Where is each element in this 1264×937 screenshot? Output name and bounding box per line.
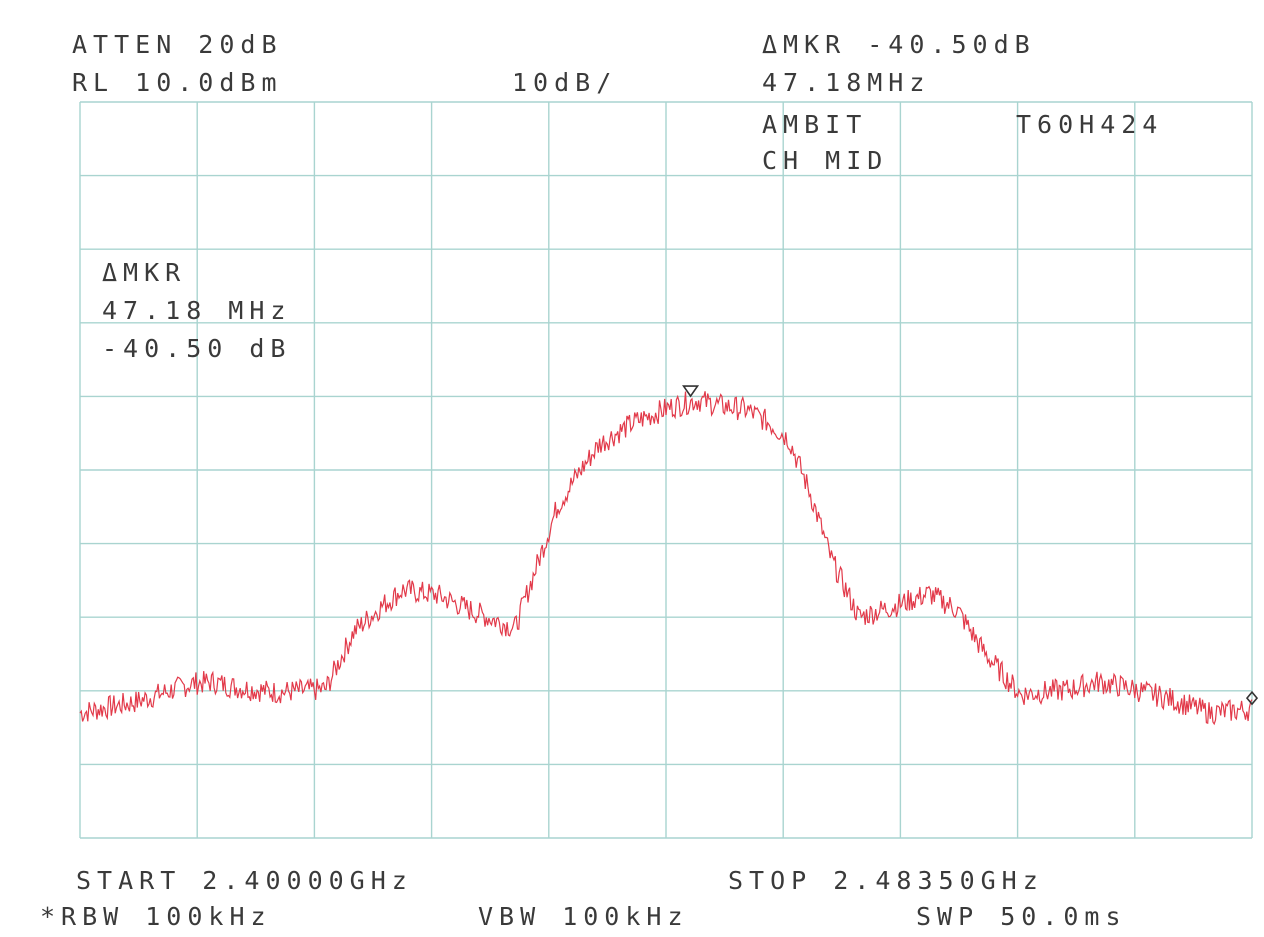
marker-box-freq: 47.18 MHz	[102, 296, 292, 325]
rbw-label: *RBW 100kHz	[40, 902, 272, 931]
reference-marker	[682, 385, 700, 398]
vbw-label: VBW 100kHz	[478, 902, 689, 931]
channel-label: CH MID	[762, 146, 889, 175]
stop-freq: STOP 2.48350GHz	[728, 866, 1044, 895]
model-label: T60H424	[1016, 110, 1164, 139]
start-freq: START 2.40000GHz	[76, 866, 413, 895]
scale-label: 10dB/	[512, 68, 618, 97]
markers	[682, 385, 1259, 706]
grid	[79, 101, 1253, 839]
device-label: AMBIT	[762, 110, 868, 139]
delta-marker-level: ΔMKR -40.50dB	[762, 30, 1036, 59]
marker-box-title: ΔMKR	[102, 258, 187, 287]
delta-marker	[1245, 690, 1259, 706]
trace	[79, 391, 1253, 726]
sweep-label: SWP 50.0ms	[916, 902, 1127, 931]
delta-marker-freq: 47.18MHz	[762, 68, 931, 97]
trace-line	[79, 391, 1253, 726]
atten-label: ATTEN 20dB	[72, 30, 283, 59]
ref-level-label: RL 10.0dBm	[72, 68, 283, 97]
marker-box-level: -40.50 dB	[102, 334, 292, 363]
